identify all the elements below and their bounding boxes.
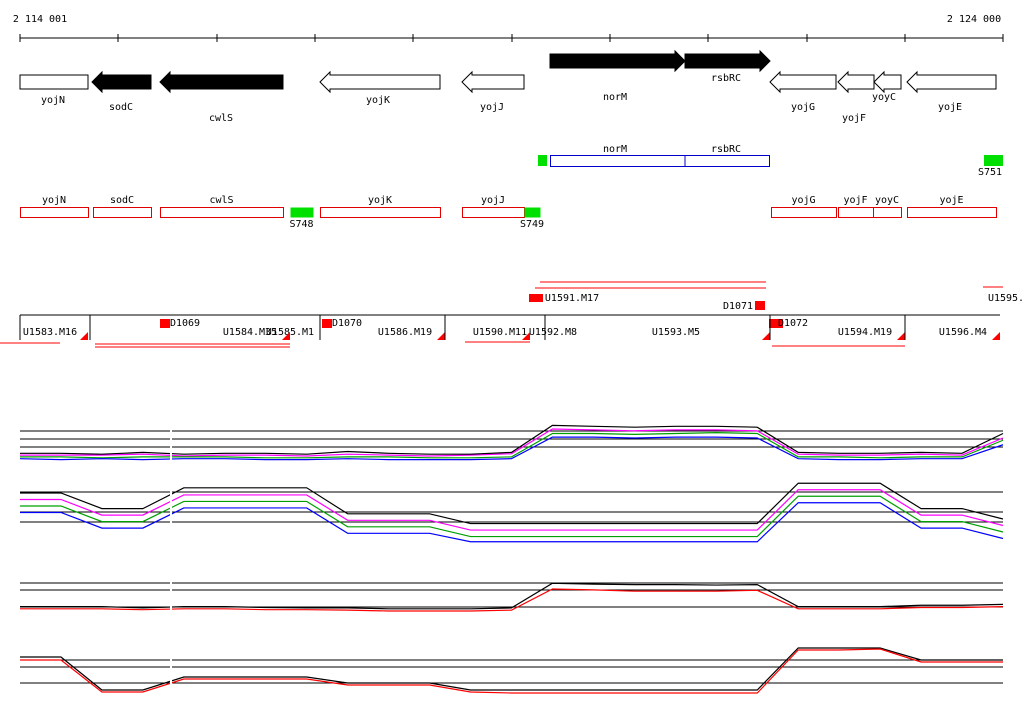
segment-flag bbox=[762, 332, 770, 340]
annotation-track: yojN sodC cwlS S748 yojK yojJ S749 yojG yojF yoyC… bbox=[20, 195, 997, 230]
gene-label: yojF bbox=[842, 113, 866, 124]
gene-arrow bbox=[684, 49, 771, 73]
ruler-end: 2 124 000 bbox=[947, 14, 1001, 25]
profile-line bbox=[20, 495, 1004, 538]
segment-label: D1069 bbox=[170, 318, 200, 329]
profile-line bbox=[20, 424, 1004, 455]
gene-arrow bbox=[19, 74, 89, 90]
annotation-label: yoyC bbox=[875, 195, 899, 206]
profile-line bbox=[20, 588, 1004, 612]
gene-label: sodC bbox=[109, 102, 133, 113]
gene-arrow bbox=[319, 70, 441, 94]
gene-label: yojG bbox=[791, 102, 815, 113]
annotation-box bbox=[160, 207, 284, 218]
profile-line bbox=[19, 436, 1004, 461]
segment-track: U1583.M16D1069U1584.M35U1585.M1D1070U158… bbox=[0, 281, 1024, 348]
segment-flag bbox=[437, 332, 445, 340]
segment-flag bbox=[897, 332, 905, 340]
profile-tracks bbox=[19, 420, 1004, 700]
annotation-label: cwlS bbox=[209, 195, 233, 206]
site-label: S751 bbox=[978, 167, 1002, 178]
annotation-box bbox=[907, 207, 997, 218]
annotation-label: yojN bbox=[42, 195, 66, 206]
segment-flag bbox=[80, 332, 88, 340]
annotation-label: yojJ bbox=[481, 195, 505, 206]
gene-label: yojN bbox=[41, 95, 65, 106]
segment-label: D1070 bbox=[332, 318, 362, 329]
profile-line bbox=[20, 428, 1004, 457]
segment-label: D1071 bbox=[723, 301, 753, 312]
gene-track: yojN sodC cwlS yojK yojJ norM rsbRC yojG yojF yoy… bbox=[19, 49, 997, 124]
annotation-box bbox=[320, 207, 441, 218]
profile-line bbox=[20, 489, 1004, 531]
gene-arrow bbox=[461, 70, 525, 94]
gene-arrow bbox=[906, 70, 997, 94]
annotation-box bbox=[873, 207, 902, 218]
gene-arrow bbox=[91, 70, 152, 94]
operon-box bbox=[550, 155, 770, 167]
annotation-box bbox=[462, 207, 525, 218]
gene-arrow bbox=[159, 70, 284, 94]
annotation-box bbox=[838, 207, 874, 218]
gene-arrow bbox=[873, 70, 902, 94]
profile-line bbox=[20, 502, 1004, 543]
gene-label: yojJ bbox=[480, 102, 504, 113]
gene-arrow bbox=[837, 70, 875, 94]
ruler-ticks bbox=[19, 34, 1004, 42]
annotation-label: yojG bbox=[791, 195, 815, 206]
gene-arrow bbox=[769, 70, 837, 94]
gene-label: yojE bbox=[938, 102, 962, 113]
segment-flag bbox=[992, 332, 1000, 340]
profile-line bbox=[20, 582, 1004, 610]
site bbox=[290, 207, 314, 218]
operon-label: rsbRC bbox=[711, 144, 741, 155]
gene-arrow bbox=[549, 49, 686, 73]
segment-flag bbox=[522, 332, 530, 340]
segment-label: D1072 bbox=[778, 318, 808, 329]
profile-line bbox=[20, 648, 1003, 694]
profile-line bbox=[20, 431, 1004, 459]
annotation-box bbox=[20, 207, 89, 218]
segment-label: U1593.M5 bbox=[652, 327, 700, 338]
annotation-label: S748 bbox=[289, 219, 313, 230]
segment-label: U1584.M35 bbox=[223, 327, 277, 338]
annotation-box bbox=[93, 207, 152, 218]
site bbox=[524, 207, 541, 218]
annotation-label: sodC bbox=[110, 195, 134, 206]
gene-label: norM bbox=[603, 92, 627, 103]
segment-label: U1595. bbox=[988, 293, 1024, 304]
profile-line bbox=[20, 482, 1004, 525]
segment-label: U1583.M16 bbox=[23, 327, 77, 338]
annotation-box bbox=[771, 207, 837, 218]
site bbox=[984, 155, 1003, 166]
operon-track: norM rsbRC S751 bbox=[538, 144, 1003, 178]
gene-label: yoyC bbox=[872, 92, 896, 103]
segment-label: U1596.M4 bbox=[939, 327, 987, 338]
annotation-label: yojF bbox=[843, 195, 867, 206]
profile-line bbox=[20, 647, 1003, 691]
annotation-label: S749 bbox=[520, 219, 544, 230]
segment-label: U1591.M17 bbox=[545, 293, 599, 304]
segment-label: U1590.M11 bbox=[473, 327, 527, 338]
operon-label: norM bbox=[603, 144, 627, 155]
ruler-start: 2 114 001 bbox=[13, 14, 67, 25]
segment-label: U1594.M19 bbox=[838, 327, 892, 338]
site bbox=[538, 155, 547, 166]
segment-label: U1586.M19 bbox=[378, 327, 432, 338]
gene-label: cwlS bbox=[209, 113, 233, 124]
segment-label: U1592.M8 bbox=[529, 327, 577, 338]
annotation-label: yojE bbox=[939, 195, 963, 206]
segment-flag bbox=[282, 332, 290, 340]
annotation-label: yojK bbox=[368, 195, 392, 206]
gene-label: yojK bbox=[366, 95, 390, 106]
gene-label: rsbRC bbox=[711, 73, 741, 84]
